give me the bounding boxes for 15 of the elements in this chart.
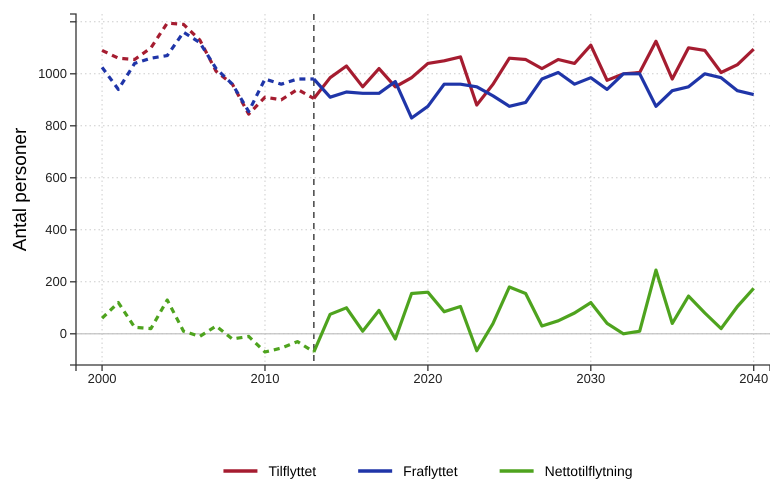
y-tick-label: 800 (45, 118, 67, 133)
x-tick-label: 2010 (250, 371, 280, 386)
legend-label: Nettotilflytning (544, 463, 633, 479)
y-tick-label: 400 (45, 222, 67, 237)
x-tick-label: 2040 (739, 371, 768, 386)
y-tick-label: 0 (60, 326, 67, 341)
y-axis-title: Antal personer (10, 127, 31, 252)
x-tick-label: 2030 (576, 371, 606, 386)
y-tick-label: 1000 (38, 66, 67, 81)
y-tick-label: 600 (45, 170, 67, 185)
legend-label: Fraflyttet (403, 463, 458, 479)
x-tick-label: 2000 (88, 371, 117, 386)
x-tick-label: 2020 (413, 371, 442, 386)
y-tick-label: 200 (45, 274, 67, 289)
legend-label: Tilflyttet (268, 463, 316, 479)
